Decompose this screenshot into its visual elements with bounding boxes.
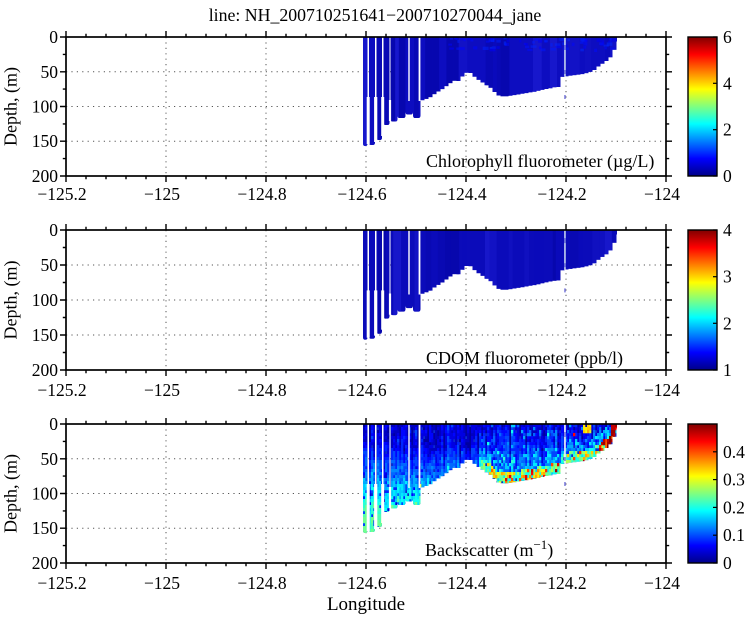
svg-text:100: 100 <box>32 484 59 504</box>
svg-text:−124.6: −124.6 <box>337 184 386 204</box>
svg-text:50: 50 <box>41 255 59 275</box>
svg-text:−124.6: −124.6 <box>337 380 386 400</box>
svg-text:0.2: 0.2 <box>723 497 745 517</box>
svg-text:0.3: 0.3 <box>723 470 745 490</box>
svg-text:4: 4 <box>723 220 732 240</box>
svg-text:0: 0 <box>723 553 732 573</box>
svg-text:Depth, (m): Depth, (m) <box>1 67 22 146</box>
svg-text:−124.8: −124.8 <box>237 184 286 204</box>
svg-text:line: NH_200710251641−20071027: line: NH_200710251641−200710270044_jane <box>209 5 542 25</box>
svg-text:150: 150 <box>32 131 59 151</box>
svg-text:−124.6: −124.6 <box>337 573 386 593</box>
svg-text:3: 3 <box>723 267 732 287</box>
svg-text:200: 200 <box>32 166 59 186</box>
svg-text:−124: −124 <box>644 380 680 400</box>
svg-text:−124.8: −124.8 <box>237 380 286 400</box>
svg-text:2: 2 <box>723 120 732 140</box>
svg-text:−125: −125 <box>144 184 180 204</box>
svg-text:150: 150 <box>32 518 59 538</box>
svg-text:Depth, (m): Depth, (m) <box>1 454 22 533</box>
svg-text:Chlorophyll fluorometer (µg/L): Chlorophyll fluorometer (µg/L) <box>426 151 654 172</box>
svg-text:Longitude: Longitude <box>327 594 405 614</box>
svg-text:0.4: 0.4 <box>723 442 745 462</box>
svg-text:100: 100 <box>32 97 59 117</box>
svg-text:Backscatter (m−1): Backscatter (m−1) <box>425 537 553 561</box>
svg-text:6: 6 <box>723 27 732 47</box>
svg-text:200: 200 <box>32 360 59 380</box>
svg-text:−124.4: −124.4 <box>437 573 486 593</box>
svg-text:200: 200 <box>32 553 59 573</box>
svg-text:150: 150 <box>32 325 59 345</box>
svg-text:50: 50 <box>41 449 59 469</box>
svg-text:100: 100 <box>32 290 59 310</box>
svg-text:−124.4: −124.4 <box>437 184 486 204</box>
svg-text:CDOM fluorometer (ppb/l): CDOM fluorometer (ppb/l) <box>426 348 623 369</box>
svg-text:50: 50 <box>41 62 59 82</box>
svg-text:0: 0 <box>723 166 732 186</box>
svg-text:−124.2: −124.2 <box>537 184 586 204</box>
svg-text:2: 2 <box>723 313 732 333</box>
svg-text:−124.8: −124.8 <box>237 573 286 593</box>
svg-text:−125.2: −125.2 <box>37 184 86 204</box>
svg-text:1: 1 <box>723 360 732 380</box>
svg-text:0: 0 <box>49 414 58 434</box>
svg-text:Depth, (m): Depth, (m) <box>1 261 22 340</box>
svg-text:0: 0 <box>49 220 58 240</box>
svg-text:4: 4 <box>723 73 732 93</box>
svg-text:−125.2: −125.2 <box>37 573 86 593</box>
svg-text:−124.4: −124.4 <box>437 380 486 400</box>
svg-text:−124.2: −124.2 <box>537 380 586 400</box>
svg-text:−125.2: −125.2 <box>37 380 86 400</box>
svg-text:−124: −124 <box>644 573 680 593</box>
svg-text:−125: −125 <box>144 380 180 400</box>
svg-text:−124: −124 <box>644 184 680 204</box>
svg-text:0: 0 <box>49 27 58 47</box>
svg-text:0.1: 0.1 <box>723 525 745 545</box>
svg-text:−125: −125 <box>144 573 180 593</box>
svg-text:−124.2: −124.2 <box>537 573 586 593</box>
